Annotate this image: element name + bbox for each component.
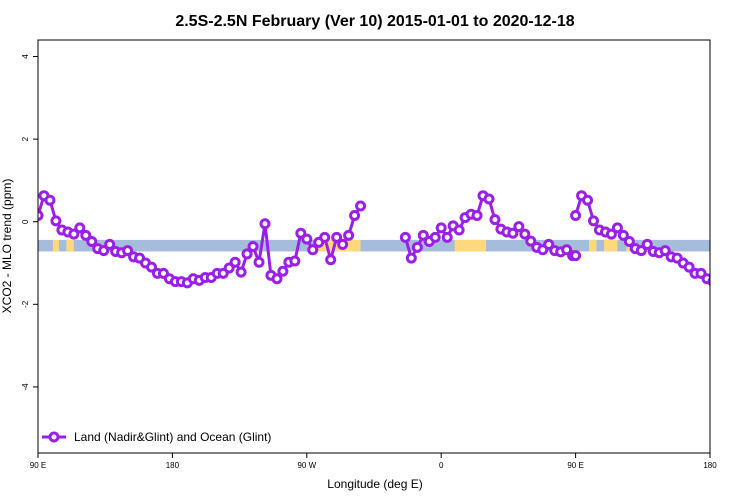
y-axis: 4 2 0 -2 -4: [21, 54, 38, 391]
data-point: [80, 229, 92, 241]
data-point: [307, 244, 319, 256]
data-point: [289, 255, 301, 267]
legend: Land (Nadir&Glint) and Ocean (Glint): [42, 430, 271, 444]
legend-label: Land (Nadir&Glint) and Ocean (Glint): [74, 430, 271, 444]
data-point: [104, 238, 116, 250]
x-tick-label: 90 E: [30, 461, 46, 470]
data-point: [570, 250, 582, 262]
data-point: [319, 231, 331, 243]
data-point: [122, 245, 134, 257]
data-point: [349, 210, 361, 222]
land-band-segment: [66, 239, 74, 252]
data-point: [635, 245, 647, 257]
y-tick-label: 0: [21, 219, 30, 224]
data-point: [259, 218, 271, 230]
data-point: [355, 200, 367, 212]
data-point: [325, 254, 337, 266]
data-point: [507, 227, 519, 239]
data-point: [235, 266, 247, 278]
legend-marker: [48, 431, 60, 443]
data-point: [611, 222, 623, 234]
x-tick-label: 0: [439, 461, 444, 470]
land-band-segment: [52, 239, 59, 252]
data-point: [343, 229, 355, 241]
y-tick-label: 2: [21, 136, 30, 141]
data-point: [229, 256, 241, 268]
data-point: [399, 231, 411, 243]
data-point: [435, 222, 447, 234]
data-point: [453, 224, 465, 236]
data-point: [86, 236, 98, 248]
data-point: [588, 215, 600, 227]
y-tick-label: -4: [21, 383, 30, 391]
land-band-segment: [454, 239, 486, 252]
data-point: [641, 238, 653, 250]
land-band-segment: [603, 239, 612, 252]
data-point: [483, 193, 495, 205]
data-point: [247, 241, 259, 252]
data-point: [570, 210, 582, 222]
coverage-band: [38, 239, 710, 252]
series-group: [38, 190, 710, 289]
y-axis-label: XCO2 - MLO trend (ppm): [0, 179, 14, 314]
x-axis: 90 E 180 90 W 0 90 E 180: [30, 453, 717, 470]
series-line: [574, 194, 710, 282]
data-point: [241, 248, 253, 260]
data-point: [417, 229, 429, 241]
data-point: [519, 228, 531, 240]
data-point: [683, 261, 695, 273]
data-point: [605, 228, 617, 240]
data-point: [277, 265, 289, 277]
data-point: [513, 221, 525, 233]
data-point: [271, 273, 283, 285]
data-point: [98, 245, 110, 257]
data-point: [525, 235, 537, 247]
data-point: [68, 228, 80, 240]
data-point: [582, 194, 594, 206]
data-point: [50, 215, 62, 227]
series-layer: [38, 190, 710, 289]
ocean-band: [38, 239, 710, 252]
x-axis-label: Longitude (deg E): [327, 477, 422, 491]
data-point: [471, 210, 483, 222]
data-point: [337, 238, 349, 250]
data-point: [405, 252, 417, 264]
data-point: [44, 194, 56, 206]
data-point: [38, 210, 44, 222]
data-point: [253, 256, 265, 268]
data-point: [301, 233, 313, 245]
x-tick-label: 180: [703, 461, 717, 470]
plot-frame: [37, 39, 711, 454]
y-tick-label: -2: [21, 300, 30, 308]
land-band-segment: [589, 239, 596, 252]
data-point: [74, 222, 86, 234]
x-tick-label: 90 E: [567, 461, 583, 470]
data-point: [331, 231, 343, 243]
data-point: [429, 231, 441, 243]
x-tick-label: 180: [166, 461, 180, 470]
y-tick-label: 4: [21, 54, 30, 59]
x-tick-label: 90 W: [297, 461, 316, 470]
data-point: [617, 229, 629, 241]
data-point: [145, 261, 157, 273]
data-point: [659, 245, 671, 257]
land-band-segment: [608, 239, 618, 252]
data-point: [411, 241, 423, 253]
data-point: [543, 238, 555, 250]
chart-title: 2.5S-2.5N February (Ver 10) 2015-01-01 t…: [175, 13, 574, 30]
data-point: [623, 236, 635, 248]
data-point: [489, 214, 501, 226]
data-point: [441, 231, 453, 243]
